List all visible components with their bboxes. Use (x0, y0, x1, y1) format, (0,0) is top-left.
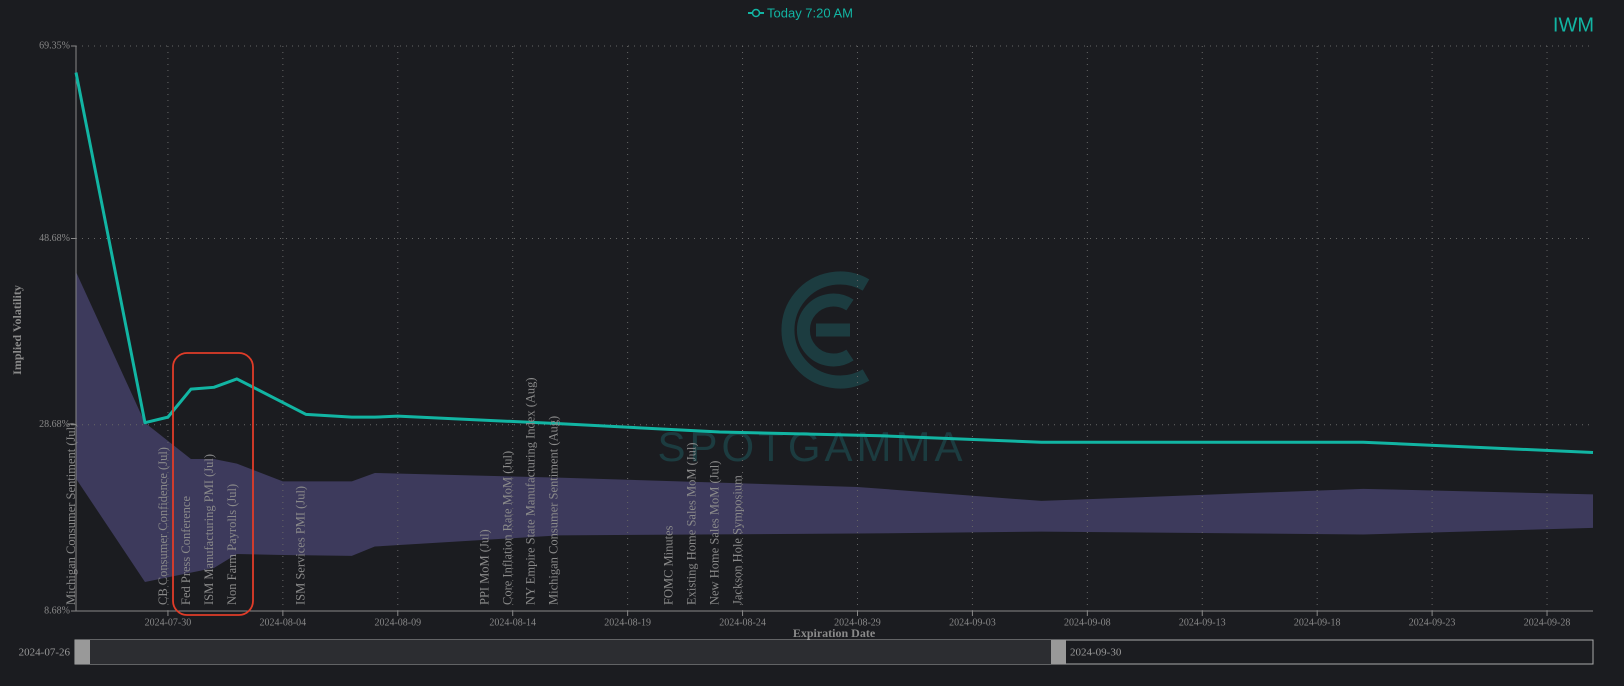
event-label: Existing Home Sales MoM (Jul) (684, 443, 698, 606)
x-tick-label: 2024-08-24 (719, 617, 766, 628)
highlight-box (172, 352, 254, 616)
event-label: ISM Manufacturing PMI (Jul) (202, 454, 216, 605)
event-label: New Home Sales MoM (Jul) (707, 461, 721, 605)
chart-title: IWM (1553, 14, 1594, 36)
slider-window[interactable] (75, 640, 1065, 664)
event-label: Jackson Hole Symposium (730, 475, 744, 605)
x-tick-label: 2024-09-23 (1409, 617, 1456, 628)
x-tick-label: 2024-09-13 (1179, 617, 1226, 628)
x-tick-label: 2024-09-28 (1524, 617, 1571, 628)
event-label: Non Farm Payrolls (Jul) (225, 484, 239, 605)
logo-arc (796, 293, 854, 367)
slider-end-label: 2024-09-30 (1070, 647, 1122, 659)
event-label: PPI MoM (Jul) (478, 529, 492, 605)
event-label: Michigan Consumer Sentiment (Jul) (64, 423, 78, 605)
legend-label: Today 7:20 AM (767, 5, 853, 20)
event-label: NY Empire State Manufacturing Index (Aug… (524, 377, 538, 605)
event-label: FOMC Minutes (661, 525, 675, 605)
series-line (74, 72, 1594, 454)
plot: 8.68% 28.68% 48.68% 69.35% 2024-07-30 2024-08… (39, 40, 1594, 628)
event-label: CB Consumer Confidence (Jul) (156, 447, 170, 605)
y-tick-label: 28.68% (39, 419, 70, 430)
event-label: Fed Press Conference (179, 496, 193, 605)
slider-start-label: 2024-07-26 (19, 647, 71, 659)
event-label: Core Inflation Rate MoM (Jul) (501, 451, 515, 605)
x-tick-label: 2024-08-19 (604, 617, 651, 628)
y-tick-label: 69.35% (39, 40, 70, 51)
y-tick-label: 8.68% (44, 605, 70, 616)
y-tick-label: 48.68% (39, 233, 70, 244)
x-tick-label: 2024-09-08 (1064, 617, 1111, 628)
x-axis-title: Expiration Date (793, 626, 876, 640)
logo-arc (781, 271, 870, 389)
x-tick-label: 2024-08-14 (489, 617, 536, 628)
x-tick-label: 2024-08-29 (834, 617, 881, 628)
x-tick-label: 2024-08-09 (374, 617, 421, 628)
event-label: Michigan Consumer Sentiment (Aug) (547, 416, 561, 605)
x-tick-label: 2024-07-30 (145, 617, 192, 628)
slider-handle[interactable] (75, 640, 90, 664)
y-axis-title: Implied Volatility (10, 285, 24, 375)
range-slider[interactable]: 2024-07-26 2024-09-30 (19, 639, 1594, 665)
range-band (76, 271, 1593, 582)
watermark-logo (781, 271, 870, 389)
x-tick-label: 2024-09-03 (949, 617, 996, 628)
slider-handle[interactable] (1051, 640, 1066, 664)
event-label: ISM Services PMI (Jul) (294, 486, 308, 605)
x-tick-label: 2024-08-04 (260, 617, 307, 628)
x-tick-label: 2024-09-18 (1294, 617, 1341, 628)
legend-marker (751, 8, 761, 18)
